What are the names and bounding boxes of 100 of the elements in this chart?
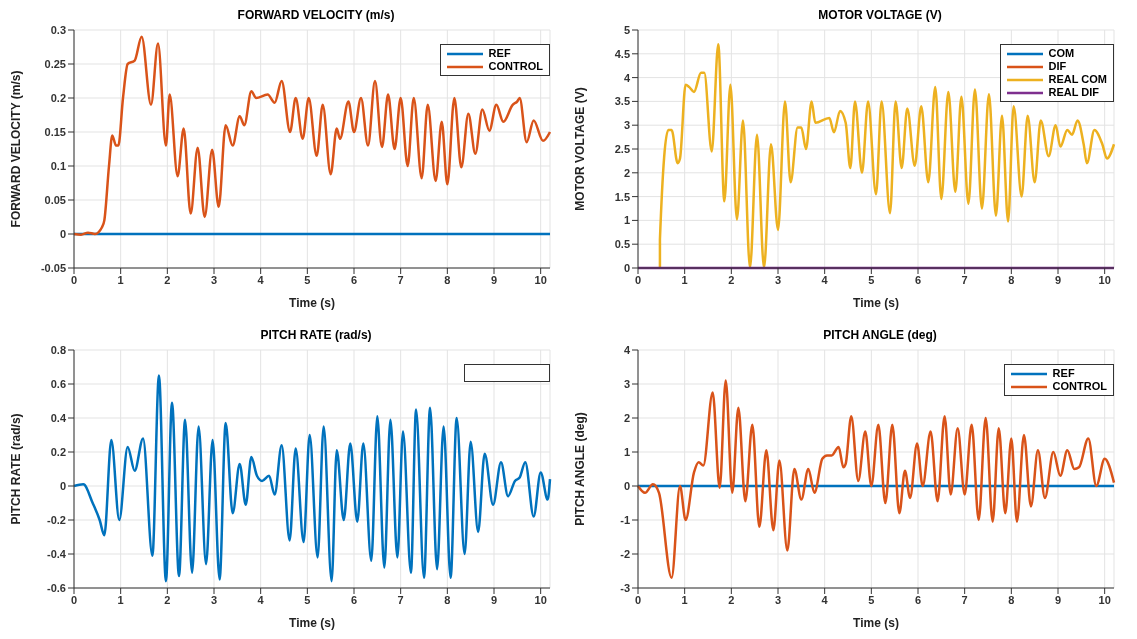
y-tick-label: 0.4 [50, 411, 67, 424]
x-tick-label: 3 [210, 593, 218, 606]
y-tick-label: 5 [623, 23, 630, 36]
legend-label: CONTROL [1052, 380, 1107, 393]
x-tick-label: 10 [534, 273, 547, 286]
x-tick-label: 8 [1008, 593, 1015, 606]
y-tick-label: 0.6 [50, 377, 66, 390]
x-axis-title: Time (s) [853, 615, 899, 630]
legend-label: REF [488, 47, 511, 60]
x-tick-label: 3 [210, 273, 218, 286]
x-tick-label: 6 [350, 273, 358, 286]
y-tick-label: -0.2 [47, 513, 66, 526]
y-tick-label: 2 [623, 411, 630, 424]
x-tick-label: 9 [1054, 273, 1062, 286]
x-tick-label: 3 [774, 273, 782, 286]
y-tick-label: 2 [623, 166, 630, 179]
y-tick-label: 3 [623, 377, 630, 390]
x-tick-label: 6 [914, 273, 922, 286]
x-tick-label: 2 [728, 273, 735, 286]
x-tick-label: 6 [914, 593, 922, 606]
x-tick-label: 5 [304, 593, 311, 606]
x-tick-label: 9 [490, 593, 498, 606]
y-axis-title: FORWARD VELOCITY (m/s) [9, 70, 24, 228]
y-tick-label: -0.6 [47, 581, 66, 594]
x-tick-label: 1 [681, 593, 688, 606]
y-tick-label: 0.3 [50, 23, 66, 36]
x-tick-label: 10 [1098, 273, 1111, 286]
legend-label: REAL COM [1048, 73, 1107, 86]
x-tick-label: 9 [1054, 593, 1062, 606]
y-axis-title: PITCH RATE (rad/s) [9, 413, 24, 525]
y-tick-label: 1 [623, 214, 630, 227]
x-tick-label: 7 [397, 273, 404, 286]
x-tick-label: 3 [774, 593, 782, 606]
x-tick-label: 5 [868, 273, 875, 286]
y-tick-label: 4 [623, 343, 631, 356]
legend-label: DIF [1048, 60, 1067, 73]
legend-label: REF [1052, 367, 1075, 380]
y-tick-label: 0.25 [44, 57, 66, 70]
y-tick-label: 4.5 [614, 47, 630, 60]
legend-label: REAL DIF [1048, 86, 1100, 99]
x-tick-label: 2 [164, 593, 171, 606]
y-tick-label: 4 [623, 71, 631, 84]
y-tick-label: 0.05 [44, 193, 66, 206]
y-tick-label: 1 [623, 445, 630, 458]
y-tick-label: 2.5 [614, 142, 630, 155]
y-tick-label: -1 [620, 513, 630, 526]
x-tick-label: 8 [444, 273, 451, 286]
y-tick-label: 0 [59, 227, 66, 240]
y-tick-label: -3 [620, 581, 630, 594]
line-series [658, 43, 1116, 270]
x-tick-label: 4 [821, 593, 829, 606]
x-tick-label: 10 [1098, 593, 1111, 606]
x-tick-label: 4 [257, 273, 265, 286]
y-tick-label: 0 [59, 479, 66, 492]
x-tick-label: 0 [70, 273, 78, 286]
x-axis-title: Time (s) [853, 295, 899, 310]
legend-label: CONTROL [488, 60, 543, 73]
y-axis-title: PITCH ANGLE (deg) [573, 412, 588, 526]
x-tick-label: 2 [164, 273, 171, 286]
x-tick-label: 4 [257, 593, 265, 606]
y-tick-label: 0.8 [50, 343, 66, 356]
y-tick-label: -0.4 [47, 547, 67, 560]
y-tick-label: 0.1 [50, 159, 66, 172]
x-tick-label: 0 [634, 593, 642, 606]
y-tick-label: 3.5 [614, 95, 630, 108]
y-tick-label: 0.2 [50, 445, 66, 458]
line-series [72, 374, 552, 583]
line-series [636, 379, 1116, 580]
y-tick-label: 3 [623, 119, 630, 132]
y-axis-title: MOTOR VOLTAGE (V) [573, 87, 588, 211]
chart-title: MOTOR VOLTAGE (V) [818, 8, 942, 22]
x-tick-label: 9 [490, 273, 498, 286]
y-tick-label: 0.15 [44, 125, 66, 138]
y-tick-label: 0.5 [614, 238, 630, 251]
x-tick-label: 7 [961, 273, 968, 286]
x-tick-label: 8 [1008, 273, 1015, 286]
y-tick-label: 0.2 [50, 91, 66, 104]
x-tick-label: 1 [681, 273, 688, 286]
y-tick-label: -2 [620, 547, 630, 560]
x-tick-label: 8 [444, 593, 451, 606]
x-tick-label: 7 [961, 593, 968, 606]
x-axis-title: Time (s) [289, 615, 335, 630]
x-tick-label: 7 [397, 593, 404, 606]
x-tick-label: 10 [534, 593, 547, 606]
y-tick-label: 1.5 [614, 190, 630, 203]
x-tick-label: 5 [304, 273, 311, 286]
x-tick-label: 6 [350, 593, 358, 606]
x-axis-title: Time (s) [289, 295, 335, 310]
y-tick-label: 0 [623, 479, 630, 492]
chart-title: FORWARD VELOCITY (m/s) [237, 8, 395, 22]
x-tick-label: 0 [634, 273, 642, 286]
x-tick-label: 1 [117, 593, 124, 606]
x-tick-label: 2 [728, 593, 735, 606]
legend-label: COM [1048, 47, 1075, 60]
x-tick-label: 4 [821, 273, 829, 286]
x-tick-label: 1 [117, 273, 124, 286]
chart-title: PITCH RATE (rad/s) [260, 328, 372, 342]
x-tick-label: 5 [868, 593, 875, 606]
chart-title: PITCH ANGLE (deg) [823, 328, 937, 342]
line-series [72, 35, 552, 236]
